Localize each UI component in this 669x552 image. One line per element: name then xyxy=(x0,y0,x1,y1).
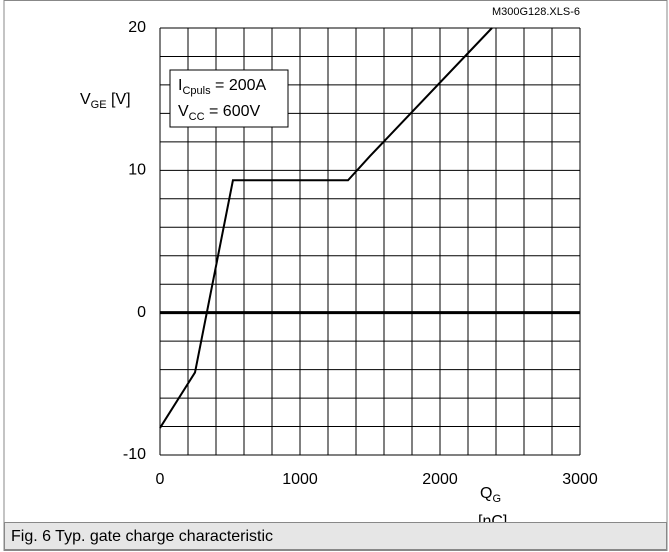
annotation-box xyxy=(169,69,289,128)
annotation-main: I xyxy=(178,77,182,94)
x-tick-label: 2000 xyxy=(422,471,458,488)
y-axis-label-sub: GE xyxy=(91,99,107,111)
file-label: M300G128.XLS-6 xyxy=(492,6,580,18)
annotation-sub: CC xyxy=(189,111,205,123)
annotation: ICpuls = 200A xyxy=(178,77,267,97)
annotation-rest: = 600V xyxy=(205,103,261,120)
annotation-main: V xyxy=(178,103,189,120)
frame xyxy=(3,0,668,551)
x-tick-label: 1000 xyxy=(282,471,318,488)
x-tick-label: 0 xyxy=(156,471,165,488)
y-tick-label: 0 xyxy=(137,304,146,321)
annotation-rest: = 200A xyxy=(211,77,267,94)
y-tick-label: 10 xyxy=(128,162,146,179)
annotation-sub: Cpuls xyxy=(182,85,211,97)
y-axis-label: VGE [V] xyxy=(80,91,131,111)
x-axis-label: QG xyxy=(480,485,501,505)
x-axis-label-sub: G xyxy=(492,493,501,505)
annotation: VCC = 600V xyxy=(178,103,260,123)
x-tick-label: 3000 xyxy=(562,471,598,488)
y-tick-label: 20 xyxy=(128,19,146,36)
y-tick-label: -10 xyxy=(123,446,146,463)
y-axis-label-main: V xyxy=(80,91,91,108)
caption: Fig. 6 Typ. gate charge characteristic xyxy=(4,522,667,550)
x-axis-label-main: Q xyxy=(480,485,492,502)
data-line xyxy=(159,27,493,429)
y-axis-label-rest: [V] xyxy=(107,91,131,108)
